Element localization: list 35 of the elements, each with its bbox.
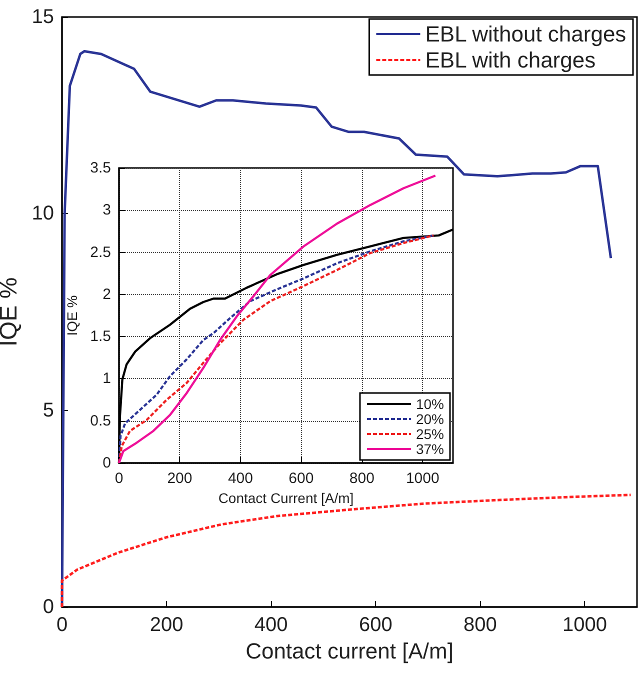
legend-label: EBL with charges bbox=[425, 48, 596, 72]
y-tick-label: 2 bbox=[102, 286, 111, 303]
x-tick-label: 0 bbox=[56, 614, 68, 636]
x-tick-label: 800 bbox=[349, 470, 374, 487]
legend-label: 37% bbox=[416, 441, 444, 457]
y-tick-label: 0 bbox=[42, 596, 54, 618]
x-tick-label: 600 bbox=[288, 470, 314, 487]
y-tick-label: 0.5 bbox=[90, 412, 111, 430]
legend-label: EBL without charges bbox=[425, 22, 626, 46]
y-tick-label: 1 bbox=[102, 370, 111, 388]
y-tick-label: 10 bbox=[32, 202, 54, 225]
x-tick-label: 800 bbox=[463, 614, 497, 636]
y-tick-label: 0 bbox=[102, 454, 111, 472]
line-series bbox=[60, 50, 612, 608]
legend-label: 20% bbox=[416, 411, 444, 427]
y-tick-label: 3 bbox=[102, 202, 111, 219]
y-tick-label: 1.5 bbox=[90, 328, 111, 346]
x-tick-label: 400 bbox=[254, 614, 288, 636]
x-tick-label: 0 bbox=[114, 470, 124, 487]
x-tick-label: 200 bbox=[150, 614, 184, 636]
y-axis-title: IQE % bbox=[64, 295, 80, 336]
legend-label: 10% bbox=[416, 396, 444, 412]
line-series bbox=[60, 494, 632, 608]
x-axis-title: Contact current [A/m] bbox=[246, 638, 454, 664]
y-tick-label: 15 bbox=[32, 6, 54, 28]
legend-label: 25% bbox=[416, 426, 444, 442]
x-tick-label: 600 bbox=[358, 614, 392, 636]
y-tick-label: 2.5 bbox=[90, 244, 111, 261]
x-axis-title: Contact Current [A/m] bbox=[218, 490, 354, 506]
x-tick-label: 1000 bbox=[562, 614, 607, 636]
x-tick-label: 1000 bbox=[406, 470, 440, 487]
x-tick-label: 400 bbox=[228, 470, 253, 487]
y-tick-label: 3.5 bbox=[90, 160, 111, 176]
y-tick-label: 5 bbox=[42, 399, 54, 422]
x-tick-label: 200 bbox=[167, 470, 192, 487]
